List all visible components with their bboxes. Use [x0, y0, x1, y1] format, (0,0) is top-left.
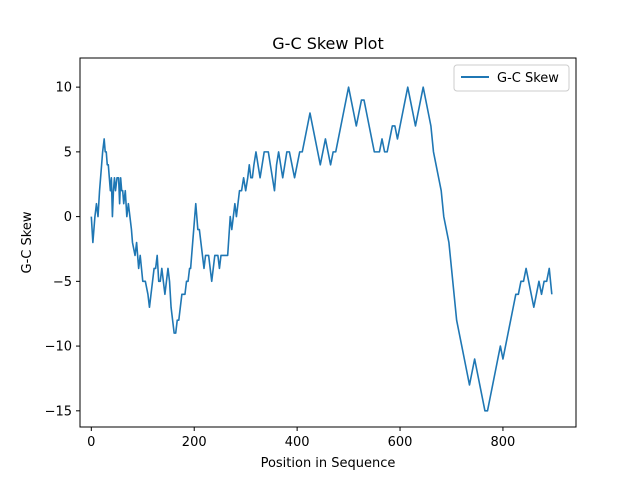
series-line-g-c-skew — [90, 86, 553, 412]
y-axis: −15 −10 −5 0 5 10 — [45, 81, 80, 419]
x-tick-label: 800 — [491, 435, 516, 450]
plot-area — [90, 86, 553, 412]
x-tick-label: 600 — [388, 435, 413, 450]
y-axis-label: G-C Skew — [20, 211, 35, 273]
legend-box — [453, 64, 570, 92]
y-tick-label: 5 — [64, 145, 72, 160]
x-tick-label: 0 — [87, 435, 95, 450]
y-tick-label: 0 — [64, 210, 72, 225]
x-tick-label: 400 — [285, 435, 310, 450]
legend-label-g-c-skew: G-C Skew — [497, 71, 559, 86]
y-tick-label: −5 — [53, 275, 72, 290]
plot-frame — [79, 57, 577, 428]
x-tick-label: 200 — [182, 435, 207, 450]
y-tick-label: 10 — [55, 81, 72, 96]
y-tick-label: −15 — [45, 404, 72, 419]
x-axis-label: Position in Sequence — [261, 456, 396, 471]
x-axis: 0 200 400 600 800 — [87, 427, 515, 450]
chart-title: G-C Skew Plot — [272, 34, 383, 53]
legend: G-C Skew — [453, 64, 570, 92]
y-tick-label: −10 — [45, 340, 72, 355]
